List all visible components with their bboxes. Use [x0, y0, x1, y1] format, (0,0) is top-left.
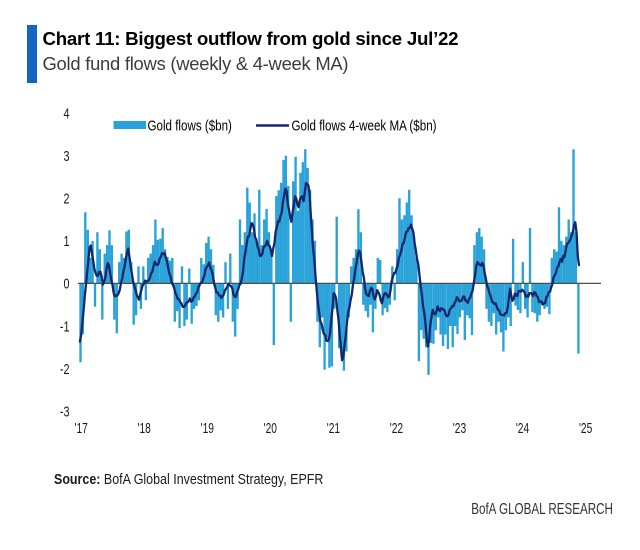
svg-text:-3: -3	[60, 403, 70, 420]
svg-text:'19: '19	[201, 419, 214, 437]
svg-text:'21: '21	[327, 419, 340, 437]
svg-text:'23: '23	[453, 419, 466, 437]
svg-text:3: 3	[63, 147, 69, 164]
svg-text:4: 4	[63, 105, 69, 122]
svg-text:1: 1	[63, 232, 69, 249]
svg-text:'20: '20	[264, 419, 277, 437]
svg-text:'22: '22	[390, 419, 403, 437]
svg-text:'18: '18	[138, 419, 151, 437]
svg-text:'25: '25	[579, 419, 592, 437]
svg-text:-2: -2	[60, 360, 70, 377]
svg-text:-1: -1	[60, 318, 70, 335]
svg-text:Gold flows 4-week MA ($bn): Gold flows 4-week MA ($bn)	[292, 117, 437, 134]
svg-text:'17: '17	[75, 419, 88, 437]
svg-text:2: 2	[63, 190, 69, 207]
svg-text:0: 0	[63, 275, 69, 292]
svg-text:Gold flows ($bn): Gold flows ($bn)	[148, 117, 232, 134]
svg-text:'24: '24	[516, 419, 529, 437]
